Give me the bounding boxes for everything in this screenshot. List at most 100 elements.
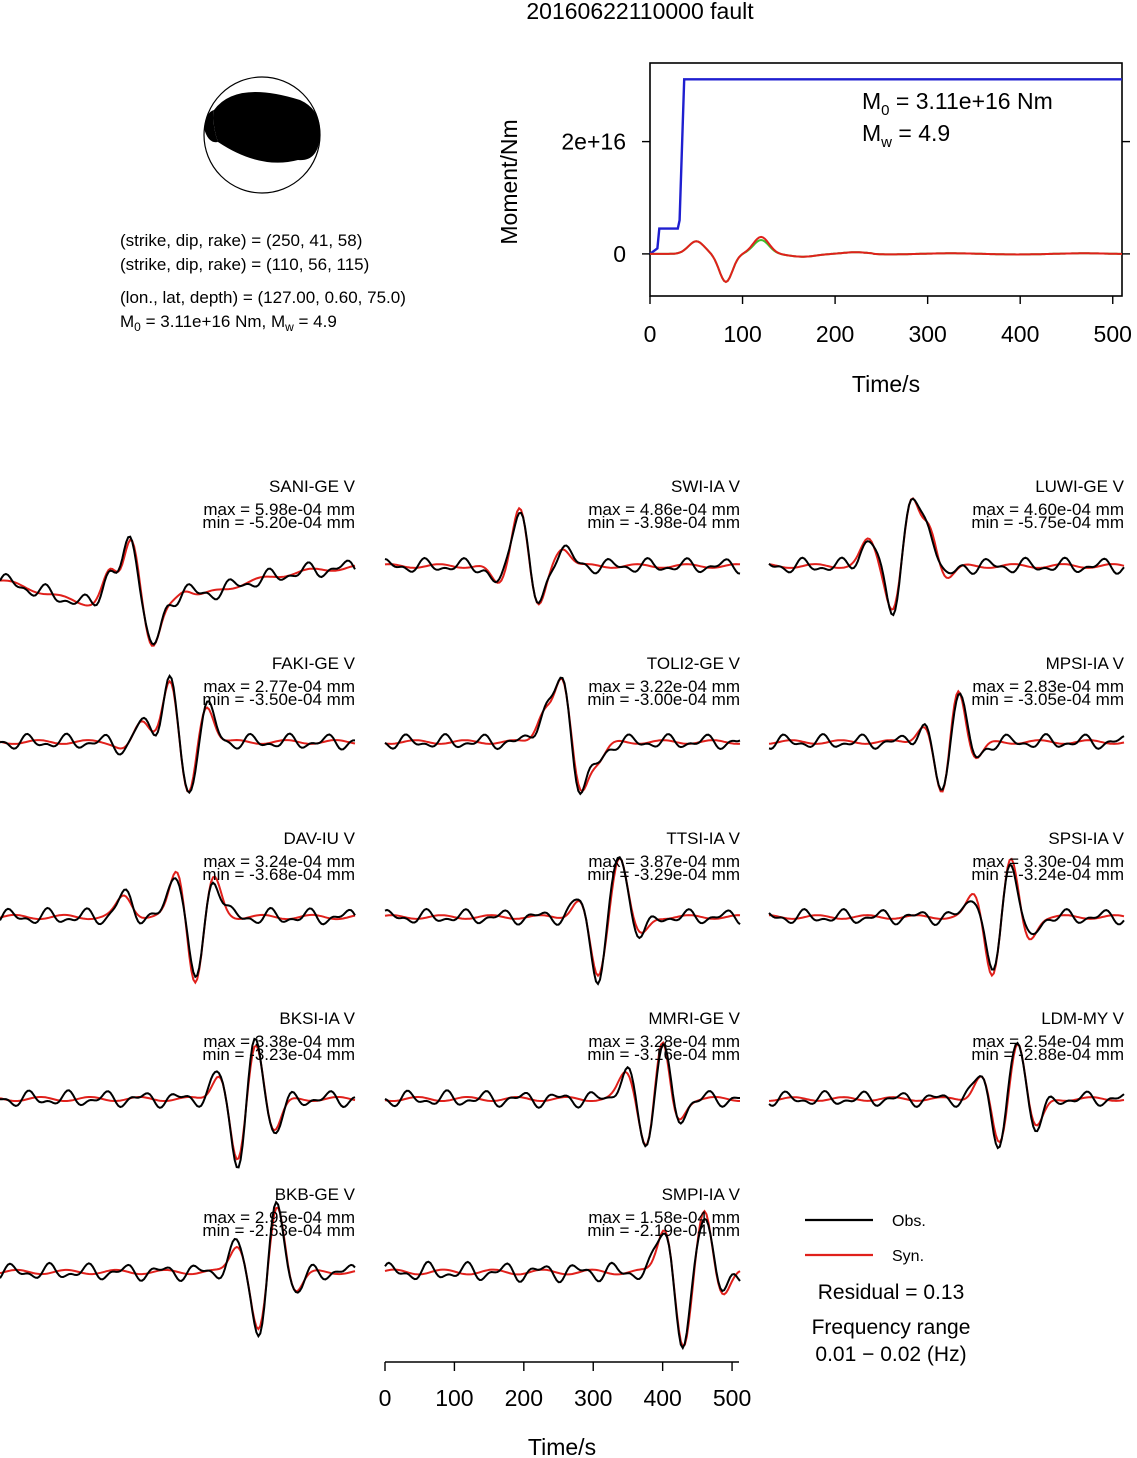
moment-plot-frame — [649, 62, 1123, 297]
moment-summary: M0 = 3.11e+16 Nm, Mw = 4.9 — [120, 312, 337, 334]
station-name: SMPI-IA V — [662, 1185, 741, 1204]
station-max: max = 3.24e-04 mm — [203, 852, 355, 871]
location-line: (lon., lat, depth) = (127.00, 0.60, 75.0… — [120, 288, 406, 307]
mechanism-line-1: (strike, dip, rake) = (250, 41, 58) — [120, 231, 362, 250]
station-min: min = -5.20e-04 mm — [202, 513, 355, 532]
syn-waveform — [0, 538, 356, 647]
station-name: BKSI-IA V — [279, 1009, 355, 1028]
station-max: max = 3.30e-04 mm — [972, 852, 1124, 871]
station-min: min = -2.19e-04 mm — [587, 1221, 740, 1240]
obs-waveform — [384, 1042, 740, 1148]
moment-m0-label: M0 = 3.11e+16 Nm — [862, 88, 1053, 119]
obs-waveform — [0, 1200, 356, 1339]
station-min: min = -3.68e-04 mm — [202, 865, 355, 884]
station-min: min = -3.23e-04 mm — [202, 1045, 355, 1064]
moment-xtick-label: 500 — [1094, 321, 1132, 347]
obs-waveform — [384, 676, 741, 796]
station-max: max = 5.98e-04 mm — [203, 500, 355, 519]
station-min: min = -2.63e-04 mm — [202, 1221, 355, 1240]
syn-waveform — [768, 857, 1125, 978]
frequency-range-title: Frequency range — [812, 1316, 971, 1339]
residual-value: Residual = 0.13 — [818, 1281, 965, 1304]
obs-waveform — [768, 692, 1125, 791]
station-name: MMRI-GE V — [648, 1009, 740, 1028]
moment-function-line — [649, 78, 1122, 255]
station-name: BKB-GE V — [275, 1185, 356, 1204]
station-min: min = -3.24e-04 mm — [971, 865, 1124, 884]
obs-waveform — [0, 535, 356, 646]
figure-title: 20160622110000 fault — [526, 0, 754, 24]
station-name: LUWI-GE V — [1035, 477, 1124, 496]
station-name: SWI-IA V — [671, 477, 741, 496]
moment-xtick-label: 0 — [644, 321, 657, 347]
obs-waveform — [768, 863, 1125, 971]
station-max: max = 4.86e-04 mm — [588, 500, 740, 519]
station-min: min = -3.50e-04 mm — [202, 690, 355, 709]
waveform-xlabel: Time/s — [528, 1434, 596, 1458]
moment-xtick-label: 100 — [723, 321, 761, 347]
station-min: min = -3.29e-04 mm — [587, 865, 740, 884]
obs-waveform — [768, 1041, 1125, 1150]
station-min: min = -5.75e-04 mm — [971, 513, 1124, 532]
station-name: DAV-IU V — [284, 829, 356, 848]
station-max: max = 2.54e-04 mm — [972, 1032, 1124, 1051]
syn-waveform — [0, 870, 356, 985]
obs-waveform — [768, 497, 1125, 617]
syn-moment-rate-line — [650, 235, 1123, 284]
obs-waveform — [384, 1217, 741, 1351]
moment-ytick-label: 0 — [613, 241, 626, 267]
station-name: SPSI-IA V — [1048, 829, 1124, 848]
moment-xlabel: Time/s — [852, 371, 920, 397]
station-name: TTSI-IA V — [666, 829, 740, 848]
legend-syn-label: Syn. — [892, 1248, 924, 1265]
station-min: min = -3.98e-04 mm — [587, 513, 740, 532]
station-max: max = 2.83e-04 mm — [972, 677, 1124, 696]
station-max: max = 2.77e-04 mm — [203, 677, 355, 696]
moment-mw-label: Mw = 4.9 — [862, 120, 950, 151]
waveform-xtick-label: 200 — [505, 1385, 543, 1411]
station-name: TOLI2-GE V — [647, 654, 741, 673]
beachball-icon — [203, 76, 321, 194]
waveform-xtick-label: 300 — [574, 1385, 612, 1411]
station-name: MPSI-IA V — [1046, 654, 1125, 673]
legend: Obs. Syn. — [805, 1213, 926, 1265]
station-name: FAKI-GE V — [272, 654, 356, 673]
moment-ylabel: Moment/Nm — [496, 119, 522, 244]
station-min: min = -3.05e-04 mm — [971, 690, 1124, 709]
legend-obs-label: Obs. — [892, 1213, 926, 1230]
station-max: max = 4.60e-04 mm — [972, 500, 1124, 519]
waveform-xtick-label: 0 — [379, 1385, 392, 1411]
obs-waveform — [0, 877, 356, 979]
obs-waveform — [0, 1037, 356, 1169]
moment-xtick-label: 300 — [908, 321, 946, 347]
station-max: max = 3.38e-04 mm — [203, 1032, 355, 1051]
frequency-range-value: 0.01 − 0.02 (Hz) — [815, 1343, 966, 1366]
syn-waveform — [768, 497, 1125, 611]
station-max: max = 3.28e-04 mm — [588, 1032, 740, 1051]
station-min: min = -3.16e-04 mm — [587, 1045, 740, 1064]
station-name: SANI-GE V — [269, 477, 356, 496]
station-min: min = -3.00e-04 mm — [587, 690, 740, 709]
station-name: LDM-MY V — [1041, 1009, 1124, 1028]
obs-waveform — [384, 511, 741, 605]
station-max: max = 3.22e-04 mm — [588, 677, 740, 696]
station-max: max = 2.95e-04 mm — [203, 1208, 355, 1227]
moment-xtick-label: 200 — [816, 321, 854, 347]
obs-waveform — [384, 855, 741, 986]
station-max: max = 1.58e-04 mm — [588, 1208, 740, 1227]
station-max: max = 3.87e-04 mm — [588, 852, 740, 871]
moment-ytick-label: 2e+16 — [561, 129, 626, 155]
